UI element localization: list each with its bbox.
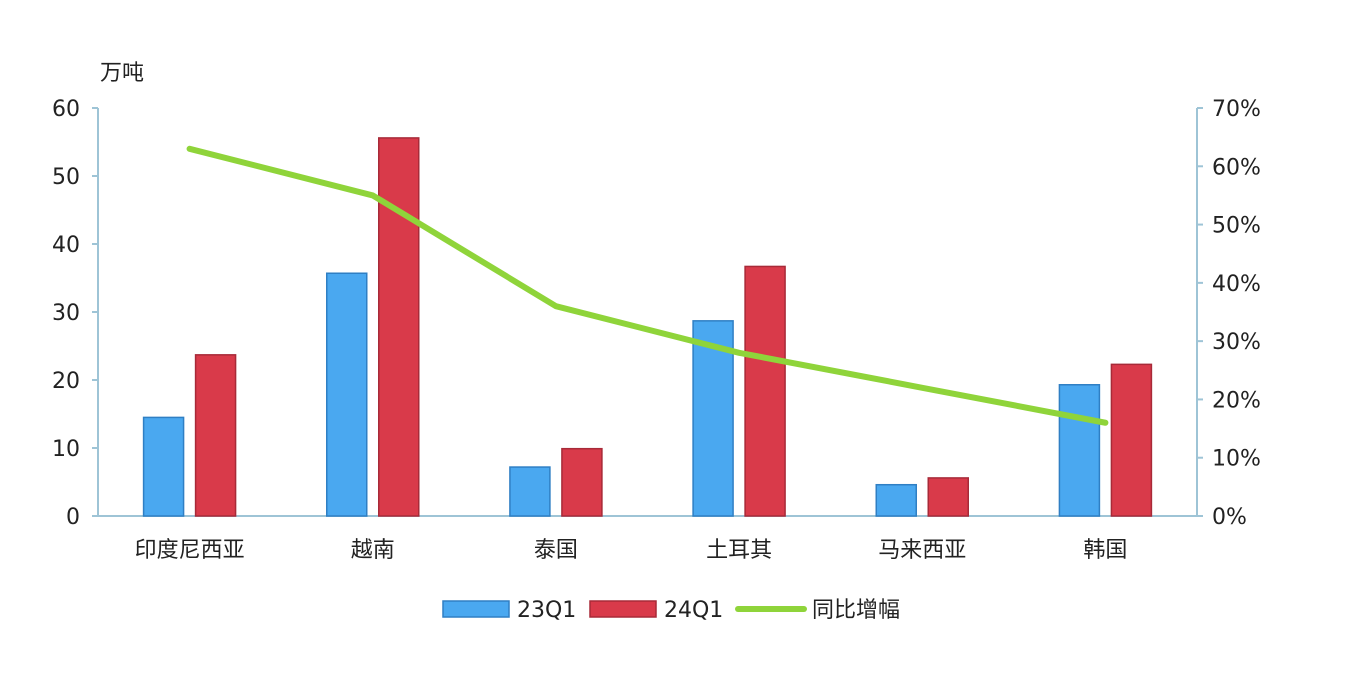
growth-point-5 bbox=[1103, 420, 1108, 425]
bar-23Q1-2 bbox=[509, 466, 551, 517]
left-tick-label: 10 bbox=[52, 437, 80, 462]
legend-label: 23Q1 bbox=[517, 598, 576, 623]
right-axis-ticks: 0% 10% 20% 30% 40% 50% 60% 70% bbox=[1197, 97, 1261, 530]
bar-24Q1-5 bbox=[1110, 363, 1153, 517]
bar-23Q1-4 bbox=[875, 483, 917, 517]
bars bbox=[142, 137, 1153, 517]
bar-23Q1-3 bbox=[692, 320, 734, 517]
category-label: 越南 bbox=[351, 538, 395, 563]
bar-24Q1-4 bbox=[927, 477, 969, 517]
right-tick-label: 60% bbox=[1212, 155, 1261, 180]
growth-polyline bbox=[186, 145, 1109, 426]
bar-24Q1-1 bbox=[378, 137, 420, 517]
bar-24Q1-3 bbox=[744, 265, 786, 517]
left-tick-label: 30 bbox=[52, 301, 80, 326]
category-labels: 印度尼西亚 越南 泰国 土耳其 马来西亚 韩国 bbox=[135, 538, 1128, 563]
bar-23Q1-1 bbox=[326, 272, 368, 517]
right-tick-label: 30% bbox=[1212, 330, 1261, 355]
growth-point-4 bbox=[920, 385, 925, 390]
growth-point-1 bbox=[370, 193, 375, 198]
category-label: 马来西亚 bbox=[878, 538, 966, 563]
left-axis-ticks: 0 10 20 30 40 50 60 bbox=[52, 97, 98, 530]
bar-23Q1-5 bbox=[1058, 384, 1101, 517]
right-tick-label: 20% bbox=[1212, 388, 1261, 413]
legend: 23Q1 24Q1 同比增幅 bbox=[442, 598, 900, 623]
growth-point-0 bbox=[187, 146, 192, 151]
growth-point-3 bbox=[737, 350, 742, 355]
growth-point-2 bbox=[553, 304, 558, 309]
left-tick-label: 0 bbox=[66, 505, 80, 530]
right-tick-label: 50% bbox=[1212, 214, 1261, 239]
bar-23Q1-0 bbox=[142, 416, 185, 517]
right-tick-label: 0% bbox=[1212, 505, 1247, 530]
left-tick-label: 40 bbox=[52, 233, 80, 258]
category-label: 泰国 bbox=[534, 538, 578, 563]
legend-swatch-24Q1 bbox=[589, 600, 657, 618]
left-tick-label: 50 bbox=[52, 165, 80, 190]
left-tick-label: 60 bbox=[52, 97, 80, 122]
category-label: 印度尼西亚 bbox=[135, 538, 245, 563]
category-label: 韩国 bbox=[1083, 538, 1127, 563]
y-axis-unit-label: 万吨 bbox=[100, 61, 144, 86]
bar-24Q1-2 bbox=[561, 447, 603, 517]
growth-line bbox=[186, 145, 1109, 426]
left-tick-label: 20 bbox=[52, 369, 80, 394]
category-label: 土耳其 bbox=[706, 538, 772, 563]
legend-label: 同比增幅 bbox=[812, 598, 900, 623]
right-tick-label: 70% bbox=[1212, 97, 1261, 122]
right-tick-label: 40% bbox=[1212, 272, 1261, 297]
legend-label: 24Q1 bbox=[664, 598, 723, 623]
legend-swatch-23Q1 bbox=[442, 600, 510, 618]
right-tick-label: 10% bbox=[1212, 447, 1261, 472]
bar-24Q1-0 bbox=[194, 354, 237, 517]
